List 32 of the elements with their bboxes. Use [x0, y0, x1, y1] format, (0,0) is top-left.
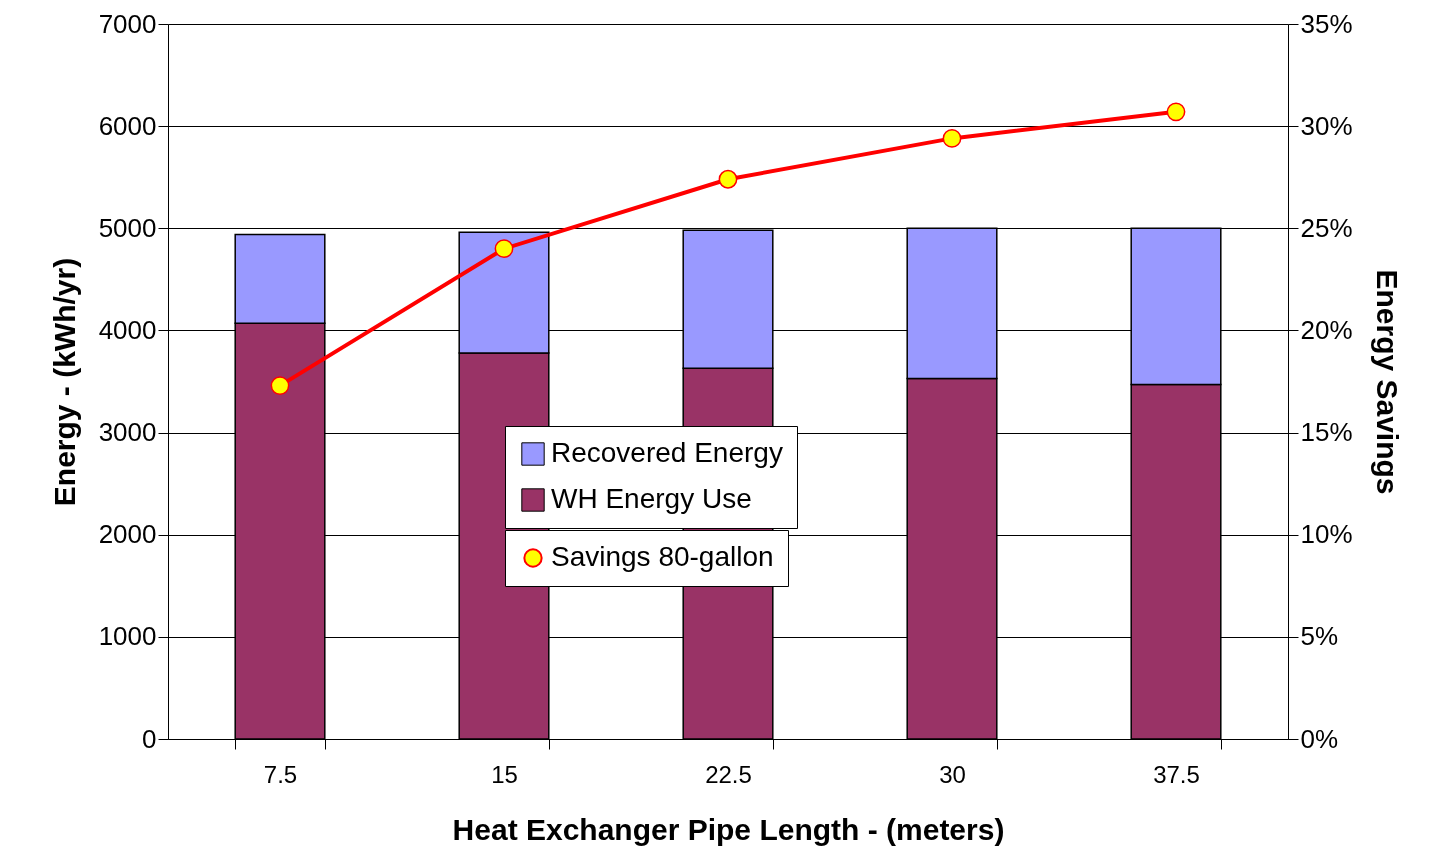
point	[942, 129, 962, 148]
y2-tick-label: 5%	[1300, 621, 1339, 652]
x-tick-label: 15	[491, 760, 518, 788]
legend-label: WH Energy Use	[551, 483, 752, 514]
y2-tick-label: 0%	[1300, 723, 1339, 754]
y2-tick-label: 20%	[1300, 314, 1353, 345]
legend-label: Recovered Energy	[551, 437, 783, 468]
y-tick-label: 0	[142, 723, 157, 754]
y2-tick-label: 15%	[1300, 417, 1353, 448]
x-tick-label: 22.5	[705, 760, 752, 788]
x-tick-label: 37.5	[1153, 760, 1200, 788]
legend-label: Savings 80-gallon	[551, 541, 774, 572]
y2-tick-label: 25%	[1300, 212, 1353, 243]
point	[494, 239, 514, 259]
y-tick-label: 2000	[98, 519, 157, 550]
y-axis-title: Energy - (kWh/yr)	[47, 257, 81, 507]
y-tick-label: 4000	[98, 314, 157, 345]
x-tick-label: 30	[939, 760, 966, 788]
y2-tick-label: 30%	[1300, 110, 1353, 141]
point	[718, 169, 738, 189]
y-tick-label: 3000	[98, 417, 157, 448]
point	[1166, 102, 1186, 122]
y-tick-label: 5000	[98, 212, 157, 243]
x-tick-label: 7.5	[263, 760, 298, 788]
y-tick-label: 1000	[98, 621, 157, 652]
y2-tick-label: 35%	[1300, 8, 1353, 39]
y2-tick-label: 10%	[1300, 519, 1353, 550]
y2-axis-title: Energy Savings	[1370, 269, 1404, 495]
x-axis-title: Heat Exchanger Pipe Length - (meters)	[452, 812, 1005, 846]
point	[270, 376, 290, 395]
y-tick-label: 6000	[98, 110, 157, 141]
y-tick-label: 7000	[98, 8, 157, 39]
